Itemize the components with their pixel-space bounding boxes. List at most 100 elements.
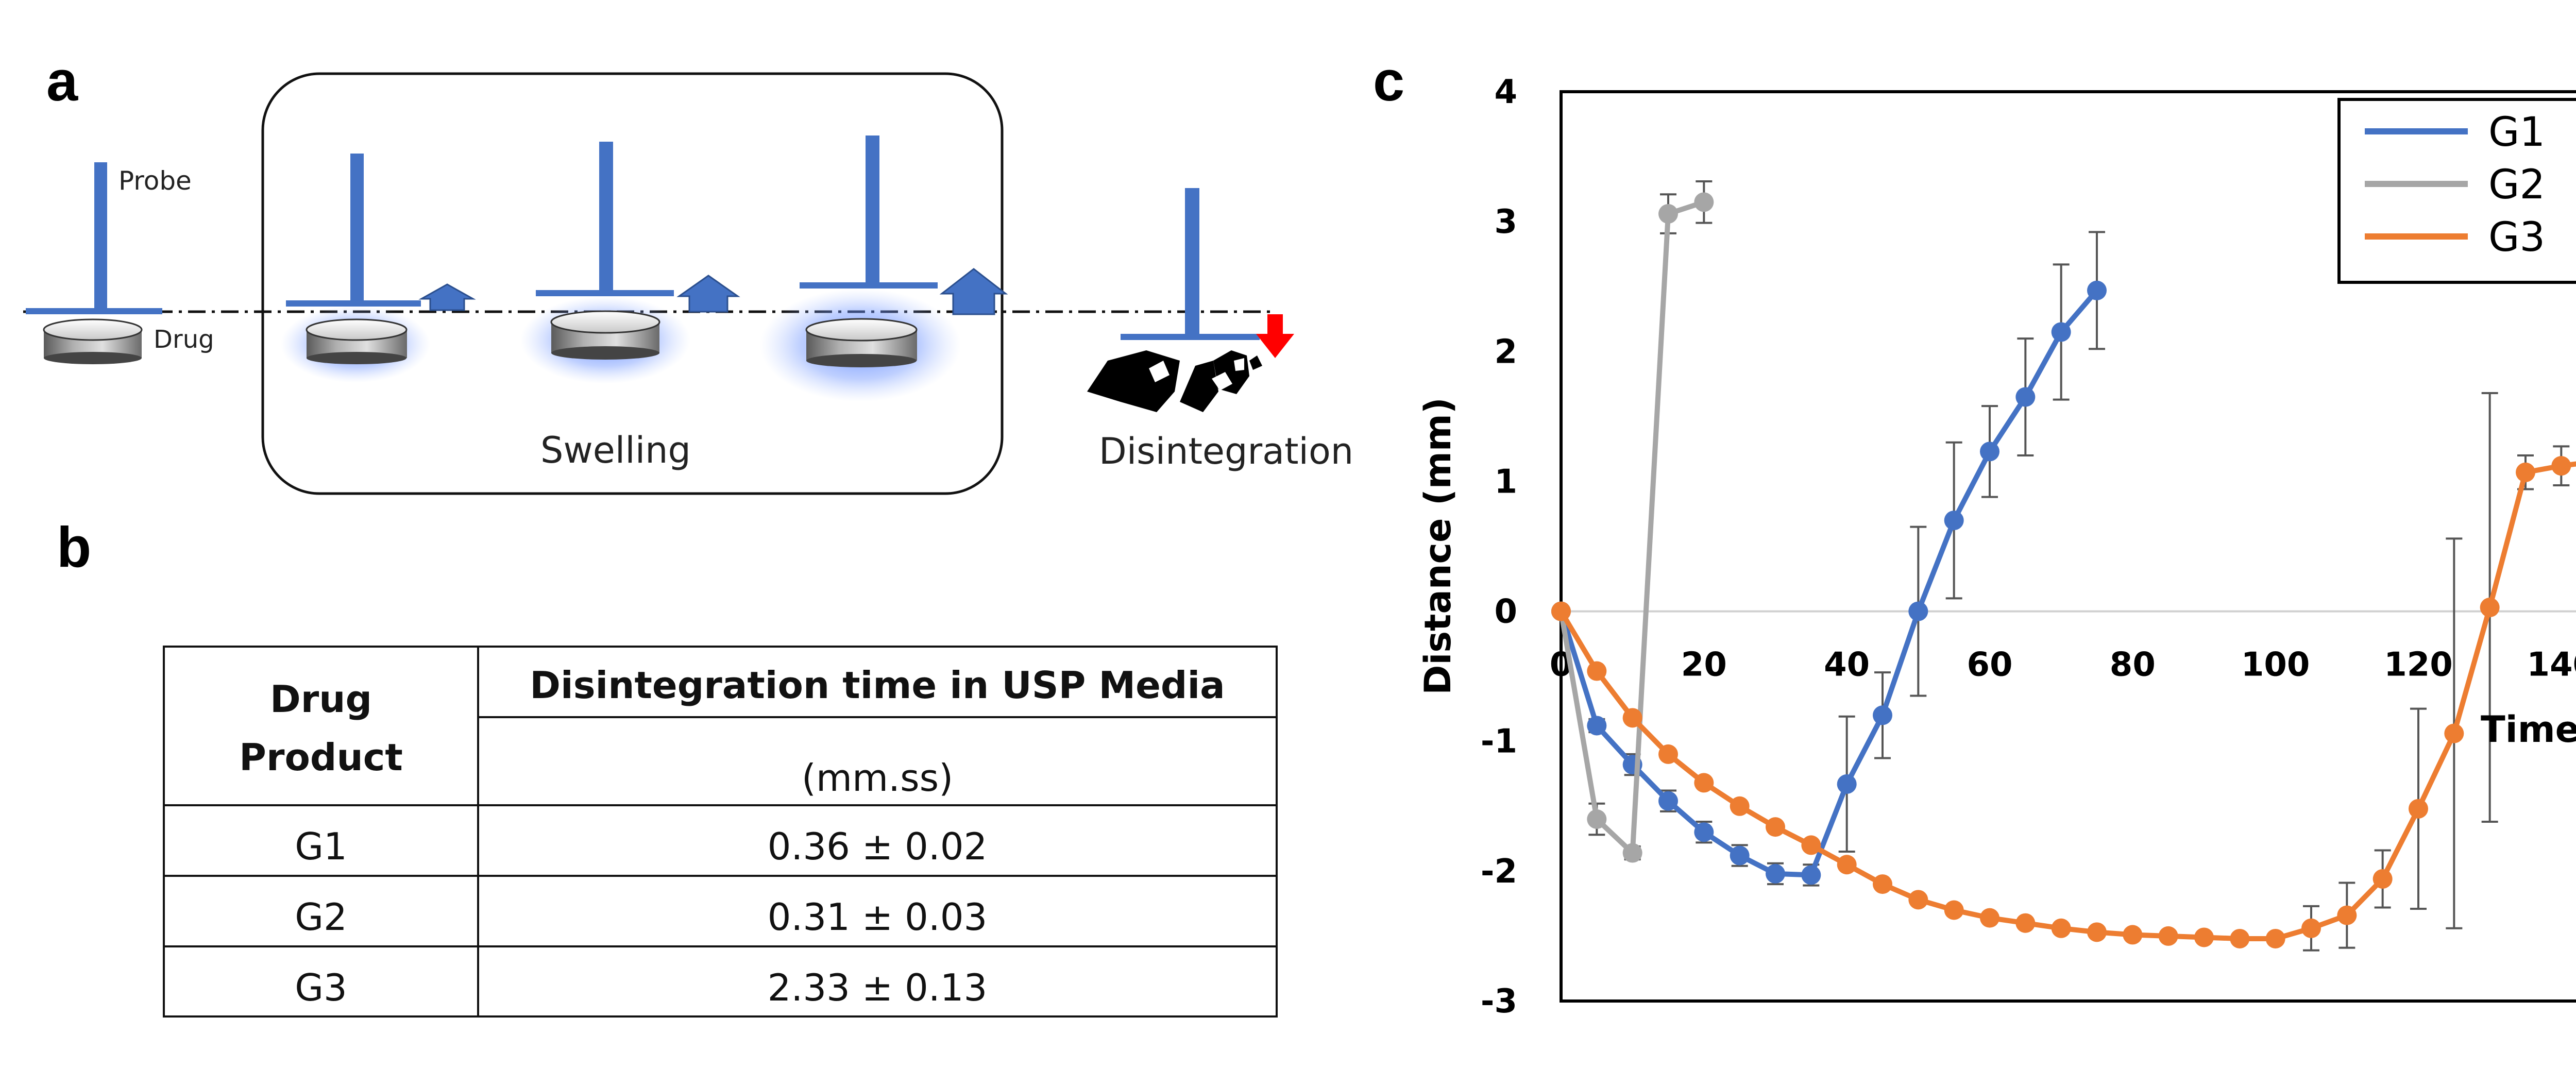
data-point (1622, 843, 1642, 863)
data-point (1658, 791, 1678, 811)
data-point (1730, 796, 1750, 816)
data-point (1658, 744, 1678, 764)
swelling-frame (261, 72, 1004, 495)
data-point (1694, 192, 1714, 212)
x-tick-label: 80 (2110, 646, 2156, 684)
panel-letter-a: a (46, 49, 78, 113)
data-point (2230, 928, 2250, 948)
data-point (2051, 322, 2071, 342)
data-point (1837, 774, 1857, 794)
data-point (1980, 908, 1999, 928)
y-tick-labels: 4 3 2 1 0 -1 -2 -3 (1481, 73, 1517, 1021)
swelling-stage-1 (281, 154, 476, 383)
y-tick-label: 4 (1494, 73, 1517, 111)
table-grid (163, 646, 1278, 1018)
data-point (2301, 918, 2321, 938)
y-tick-label: -1 (1481, 723, 1517, 761)
data-point (1980, 442, 1999, 462)
data-point (1694, 822, 1714, 842)
table-cell-time: 2.33 ± 0.13 (768, 966, 988, 1009)
series-G1 (1551, 231, 2107, 887)
series-G3 (1551, 392, 2576, 952)
y-tick-label: 1 (1494, 463, 1517, 501)
y-tick-label: -2 (1481, 853, 1517, 891)
x-tick-label: 40 (1824, 646, 1870, 684)
y-tick-label: -3 (1481, 982, 1517, 1021)
data-point (2015, 387, 2036, 407)
table-header-time-line2: (mm.ss) (802, 756, 953, 800)
drug-tablet-reference (43, 318, 143, 364)
table-header-time-line1: Disintegration time in USP Media (530, 664, 1225, 707)
data-point (2551, 456, 2571, 476)
data-point (1587, 716, 1607, 736)
series-line (1558, 289, 2099, 878)
data-point (2480, 598, 2500, 618)
y-tick-label: 3 (1494, 203, 1517, 241)
data-point (2265, 928, 2285, 948)
data-point (1837, 855, 1857, 875)
legend-label: G3 (2488, 214, 2545, 261)
data-point (2051, 918, 2071, 938)
data-point (2123, 925, 2143, 945)
data-point (2087, 922, 2107, 942)
data-point (2015, 913, 2036, 933)
data-point (1944, 511, 1964, 531)
drug-label: Drug (154, 325, 214, 354)
table-cell-time: 0.36 ± 0.02 (768, 825, 988, 868)
table-cell-time: 0.31 ± 0.03 (768, 895, 988, 939)
panel-letter-b: b (57, 516, 91, 579)
y-tick-label: 0 (1494, 593, 1517, 631)
x-tick-label: 140 (2527, 646, 2576, 684)
data-point (1766, 817, 1785, 837)
x-tick-label: 20 (1681, 646, 1727, 684)
data-point (2409, 799, 2428, 819)
fragment-icon (1249, 355, 1262, 370)
data-point (1801, 835, 1821, 855)
arrow-up-icon (418, 283, 476, 311)
data-point (1694, 773, 1714, 793)
data-point (1766, 863, 1785, 884)
data-point (2372, 869, 2393, 889)
table-header-product-line2: Product (239, 736, 403, 779)
data-point (2444, 723, 2464, 743)
data-point (1873, 705, 1892, 725)
panel-c-chart: c 4 3 2 1 0 -1 -2 -3 0 20 40 60 80 100 120 140 Distanc… (1373, 49, 2576, 1021)
legend: G1 G2 G3 (2337, 98, 2576, 284)
disintegration-label: Disintegration (1099, 430, 1353, 472)
data-point (1658, 204, 1678, 224)
swelling-label: Swelling (540, 429, 691, 471)
series-layer (1551, 180, 2576, 952)
y-tick-label: 2 (1494, 333, 1517, 371)
x-tick-label: 100 (2241, 646, 2310, 684)
data-point (2158, 926, 2178, 946)
swelling-stage-2 (520, 142, 740, 384)
data-point (1622, 708, 1642, 728)
legend-label: G1 (2488, 109, 2545, 156)
data-point (1908, 890, 1928, 910)
data-point (1551, 601, 1571, 621)
data-point (1587, 661, 1607, 681)
fragment-icon (1180, 361, 1218, 412)
data-point (1908, 601, 1928, 621)
table-cell-product: G3 (295, 966, 347, 1009)
probe-label: Probe (118, 166, 192, 196)
data-point (2337, 905, 2357, 925)
data-point (1944, 900, 1964, 920)
data-point (1873, 874, 1892, 894)
table-header-product-line1: Drug (270, 677, 372, 721)
panel-b-table: b Drug Product Disintegration time in US… (57, 516, 1278, 1018)
arrow-down-icon (1256, 314, 1294, 358)
disintegration-stage (1087, 188, 1294, 412)
x-tick-label: 120 (2384, 646, 2453, 684)
legend-label: G2 (2488, 162, 2545, 208)
fragment-highlight (1149, 361, 1170, 382)
panel-a-diagram: a Probe Drug (23, 49, 1353, 495)
probe-reference (26, 162, 162, 314)
fragment-icon (1087, 350, 1180, 412)
panel-letter-c: c (1373, 49, 1404, 113)
data-point (2194, 927, 2214, 947)
arrow-up-icon (676, 275, 740, 313)
arrow-up-icon (939, 268, 1008, 315)
data-point (2516, 462, 2535, 482)
